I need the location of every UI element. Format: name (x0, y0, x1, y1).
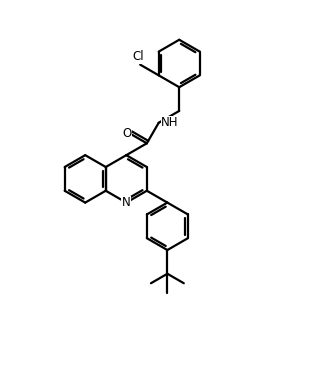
Text: Cl: Cl (133, 50, 145, 63)
Text: O: O (122, 127, 131, 140)
Text: NH: NH (161, 116, 179, 129)
Text: N: N (122, 196, 131, 209)
